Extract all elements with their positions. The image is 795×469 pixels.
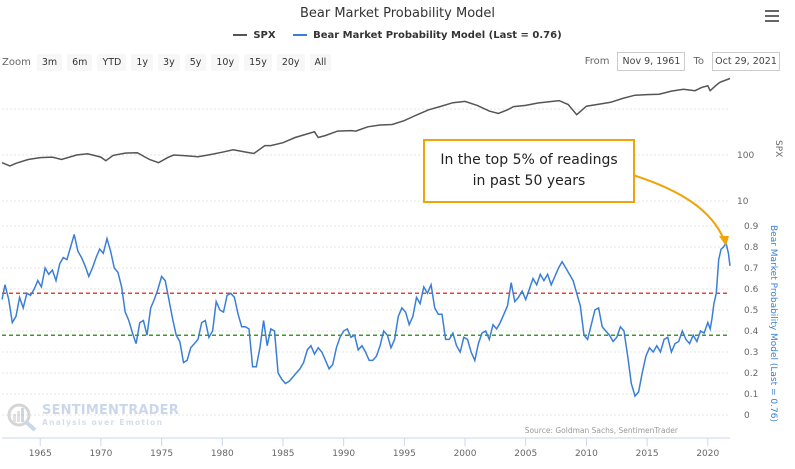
legend-item-bear-model[interactable]: Bear Market Probability Model (Last = 0.… [293, 30, 562, 41]
x-tick-label: 1970 [89, 449, 112, 459]
annotation-box: In the top 5% of readings in past 50 yea… [423, 139, 635, 203]
bear-model-series-line[interactable] [1, 234, 731, 398]
x-tick-label: 1995 [393, 449, 416, 459]
zoom-button-all[interactable]: All [309, 54, 332, 71]
spx-y-tick-label: 10 [737, 197, 749, 207]
x-tick-label: 1965 [29, 449, 52, 459]
zoom-button-3y[interactable]: 3y [158, 54, 180, 71]
source-credit: Source: Goldman Sachs, SentimenTrader [524, 426, 678, 435]
bear-model-y-tick-label: 0.4 [744, 327, 759, 337]
x-tick-label: 2020 [696, 449, 719, 459]
zoom-controls: Zoom 3m 6m YTD 1y 3y 5y 10y 15y 20y All [2, 54, 336, 71]
legend-label-spx: SPX [253, 29, 276, 41]
zoom-button-6m[interactable]: 6m [67, 54, 93, 71]
x-axis-ticks: 1965 1970 1975 1980 1985 1990 1995 2000 2005 2010… [29, 438, 720, 459]
spx-y-axis-ticks: 10 100 [737, 151, 754, 207]
spx-axis-title: SPX [773, 140, 783, 157]
to-label: To [693, 56, 704, 67]
legend: SPX Bear Market Probability Model (Last … [0, 28, 795, 41]
annotation-line-2: in past 50 years [472, 173, 586, 189]
x-tick-label: 2005 [514, 449, 537, 459]
x-tick-label: 2015 [636, 449, 659, 459]
zoom-button-ytd[interactable]: YTD [97, 54, 127, 71]
bear-model-axis-title: Bear Market Probability Model (Last = 0.… [768, 225, 778, 422]
legend-label-bear-model: Bear Market Probability Model (Last = 0.… [313, 29, 562, 41]
spx-gridlines [2, 108, 730, 202]
logo-magnifier-chart-icon [7, 403, 37, 432]
zoom-button-1y[interactable]: 1y [131, 54, 154, 71]
from-label: From [584, 56, 610, 67]
sentimentrader-logo: SENTIMENTRADER Analysis over Emotion [4, 402, 179, 432]
bear-model-y-tick-label: 0 [744, 411, 750, 421]
zoom-button-3m[interactable]: 3m [36, 54, 63, 71]
x-tick-label: 1980 [211, 449, 234, 459]
spx-y-tick-label: 100 [737, 151, 754, 161]
annotation-arrowhead-icon [719, 236, 729, 246]
bear-model-y-axis-ticks: 0 0.1 0.2 0.3 0.4 0.5 0.6 0.7 0.8 0.9 [744, 222, 759, 421]
from-date-input[interactable]: Nov 9, 1961 [617, 52, 686, 71]
logo-title: SENTIMENTRADER [42, 403, 179, 418]
legend-item-spx[interactable]: SPX [233, 29, 276, 41]
legend-swatch-spx [233, 34, 248, 36]
bear-model-y-tick-label: 0.7 [744, 264, 758, 274]
bear-model-y-tick-label: 0.8 [744, 243, 759, 253]
legend-swatch-bear-model [293, 34, 308, 36]
chart-title: Bear Market Probability Model [299, 6, 496, 21]
zoom-label: Zoom [2, 57, 31, 68]
x-tick-label: 1990 [332, 449, 355, 459]
x-tick-label: 2000 [454, 449, 477, 459]
zoom-button-10y[interactable]: 10y [211, 54, 240, 71]
bear-model-y-tick-label: 0.6 [744, 285, 759, 295]
bear-model-y-tick-label: 0.1 [744, 390, 758, 400]
x-tick-label: 1975 [150, 449, 173, 459]
bear-model-y-tick-label: 0.3 [744, 348, 758, 358]
bear-model-y-tick-label: 0.5 [744, 306, 758, 316]
bear-model-y-tick-label: 0.9 [744, 222, 759, 232]
spx-series-line[interactable] [1, 77, 731, 167]
hamburger-menu-icon[interactable] [765, 10, 779, 22]
zoom-button-5y[interactable]: 5y [184, 54, 207, 71]
bear-model-gridlines [2, 225, 730, 416]
x-tick-label: 1985 [272, 449, 295, 459]
annotation-arrow [632, 174, 725, 241]
reference-lines [2, 292, 730, 336]
logo-subtitle: Analysis over Emotion [42, 418, 164, 427]
to-date-input[interactable]: Oct 29, 2021 [712, 52, 780, 71]
bear-model-y-tick-label: 0.2 [744, 369, 758, 379]
x-tick-label: 2010 [575, 449, 598, 459]
annotation-line-1: In the top 5% of readings [440, 152, 618, 168]
date-range-selector: From Nov 9, 1961 To Oct 29, 2021 [585, 52, 780, 71]
zoom-button-20y[interactable]: 20y [276, 54, 305, 71]
zoom-button-15y[interactable]: 15y [244, 54, 272, 71]
